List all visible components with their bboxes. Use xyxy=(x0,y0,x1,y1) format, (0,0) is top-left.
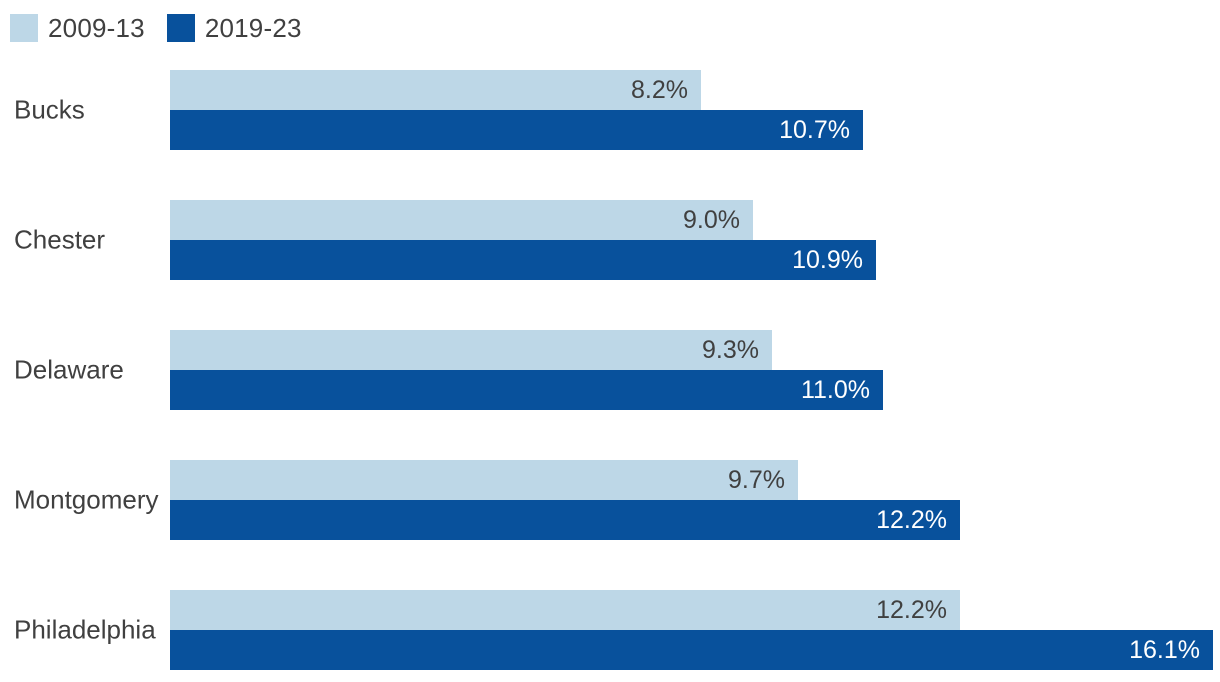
bar-group: Delaware 9.3% 11.0% xyxy=(0,330,1220,410)
bar-value-label: 9.0% xyxy=(683,205,740,234)
category-label: Montgomery xyxy=(14,484,159,515)
bar-value-label: 10.9% xyxy=(792,245,863,274)
bar-pair: 9.0% 10.9% xyxy=(170,200,1220,280)
bar-2019-23: 10.9% xyxy=(170,240,876,280)
bar-group: Bucks 8.2% 10.7% xyxy=(0,70,1220,150)
legend-label-2019-23: 2019-23 xyxy=(204,12,302,43)
bar-2009-13: 12.2% xyxy=(170,590,960,630)
bar-group: Montgomery 9.7% 12.2% xyxy=(0,460,1220,540)
bar-2019-23: 10.7% xyxy=(170,110,863,150)
bar-value-label: 16.1% xyxy=(1129,635,1200,664)
bar-2019-23: 16.1% xyxy=(170,630,1213,670)
bar-2009-13: 9.7% xyxy=(170,460,798,500)
bar-value-label: 8.2% xyxy=(631,75,688,104)
bar-pair: 12.2% 16.1% xyxy=(170,590,1220,670)
category-label: Chester xyxy=(14,224,106,255)
bar-value-label: 10.7% xyxy=(779,115,850,144)
chart-legend: 2009-13 2019-23 xyxy=(10,12,1220,44)
bar-value-label: 12.2% xyxy=(876,505,947,534)
bar-value-label: 12.2% xyxy=(876,595,947,624)
bar-2009-13: 8.2% xyxy=(170,70,701,110)
bar-2019-23: 11.0% xyxy=(170,370,883,410)
legend-item-2019-23: 2019-23 xyxy=(166,12,302,44)
legend-item-2009-13: 2009-13 xyxy=(10,13,145,44)
bar-2009-13: 9.3% xyxy=(170,330,772,370)
legend-swatch-2009-13 xyxy=(10,14,38,42)
bar-pair: 9.7% 12.2% xyxy=(170,460,1220,540)
bar-group: Chester 9.0% 10.9% xyxy=(0,200,1220,280)
bar-2019-23: 12.2% xyxy=(170,500,960,540)
bar-group: Philadelphia 12.2% 16.1% xyxy=(0,590,1220,670)
bar-value-label: 9.7% xyxy=(728,465,785,494)
category-label: Philadelphia xyxy=(14,614,156,645)
bar-pair: 9.3% 11.0% xyxy=(170,330,1220,410)
bar-value-label: 11.0% xyxy=(800,375,870,404)
category-label: Delaware xyxy=(14,354,124,385)
legend-swatch-2019-23 xyxy=(166,14,195,42)
legend-label-2009-13: 2009-13 xyxy=(48,12,145,43)
bar-2009-13: 9.0% xyxy=(170,200,753,240)
bar-groups: Bucks 8.2% 10.7% Chester 9.0% 10.9% Delaware 9.… xyxy=(0,70,1220,670)
category-label: Bucks xyxy=(14,94,85,125)
bar-value-label: 9.3% xyxy=(702,335,759,364)
bar-pair: 8.2% 10.7% xyxy=(170,70,1220,150)
grouped-bar-chart: 2009-13 2019-23 Bucks 8.2% 10.7% Chester 9.0… xyxy=(0,12,1220,682)
